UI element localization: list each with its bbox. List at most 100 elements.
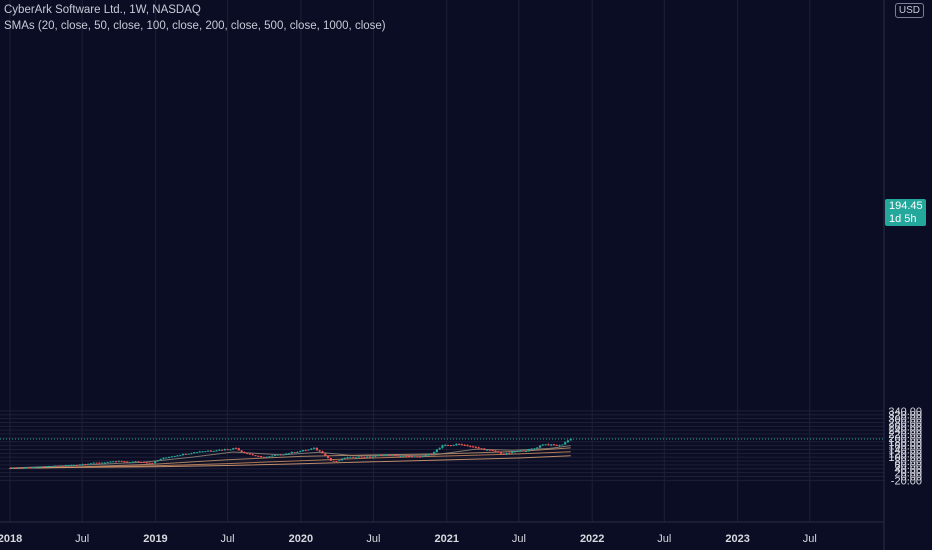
candle-body bbox=[318, 450, 321, 452]
candle-body bbox=[201, 451, 204, 453]
x-tick-label: 2019 bbox=[143, 533, 167, 545]
candle-body bbox=[42, 466, 45, 468]
candle-body bbox=[430, 453, 433, 455]
y-tick-label: 240.00 bbox=[888, 425, 922, 437]
candle-body bbox=[92, 462, 95, 464]
candle-body bbox=[285, 453, 288, 455]
candle-body bbox=[343, 457, 346, 459]
candle-body bbox=[363, 457, 366, 459]
candle-body bbox=[287, 453, 291, 455]
candle-body bbox=[354, 457, 358, 459]
candle-body bbox=[179, 455, 182, 457]
candle-body bbox=[382, 454, 385, 456]
candle-body bbox=[416, 456, 419, 458]
candle-body bbox=[561, 444, 564, 446]
candle-body bbox=[530, 448, 533, 450]
candle-body bbox=[237, 448, 240, 451]
candle-body bbox=[396, 455, 399, 457]
currency-button[interactable]: USD bbox=[894, 3, 924, 18]
candle-body bbox=[56, 465, 59, 467]
x-tick-label: 2018 bbox=[0, 533, 22, 545]
candle-body bbox=[452, 444, 455, 446]
candle-body bbox=[70, 464, 73, 466]
price-axis[interactable]: 340.00320.00300.00280.00260.00240.00220.… bbox=[883, 0, 922, 550]
candle-body bbox=[533, 448, 536, 450]
candle-body bbox=[87, 463, 90, 465]
candle-body bbox=[385, 454, 388, 456]
candle-body bbox=[248, 453, 252, 455]
candle-body bbox=[64, 465, 67, 467]
candle-body bbox=[477, 447, 480, 449]
candle-body bbox=[550, 444, 553, 446]
candle-body bbox=[181, 453, 185, 456]
y-tick-label: 200.00 bbox=[888, 433, 922, 445]
candle-body bbox=[28, 467, 31, 469]
candle-body bbox=[148, 462, 151, 464]
x-tick-label: Jul bbox=[657, 533, 671, 545]
last-price-tag: 194.45 1d 5h bbox=[885, 199, 926, 226]
candle-body bbox=[89, 463, 93, 465]
candle-body bbox=[95, 462, 98, 464]
candle-body bbox=[555, 445, 558, 447]
candle-body bbox=[480, 448, 483, 450]
y-tick-label: 0.00 bbox=[901, 472, 922, 484]
candle-body bbox=[469, 446, 472, 448]
candle-body bbox=[569, 438, 572, 441]
candle-body bbox=[34, 467, 37, 469]
candle-body bbox=[14, 467, 17, 469]
y-tick-label: 340.00 bbox=[888, 406, 922, 418]
candle-body bbox=[120, 460, 123, 462]
candle-body bbox=[460, 444, 464, 446]
candle-body bbox=[519, 450, 522, 452]
candle-body bbox=[494, 450, 497, 452]
candle-body bbox=[388, 454, 391, 456]
y-tick-label: 180.00 bbox=[888, 437, 922, 449]
candle-body bbox=[352, 456, 355, 458]
candle-body bbox=[117, 460, 120, 462]
candle-body bbox=[276, 454, 279, 456]
candle-body bbox=[167, 457, 171, 459]
candle-body bbox=[547, 444, 550, 446]
y-tick-label: 140.00 bbox=[888, 444, 922, 456]
candle-body bbox=[393, 455, 397, 457]
candle-body bbox=[254, 455, 257, 457]
candle-body bbox=[243, 452, 246, 454]
indicator-legend[interactable]: SMAs (20, close, 50, close, 100, close, … bbox=[4, 20, 386, 32]
candle-body bbox=[449, 445, 452, 447]
candle-body bbox=[73, 464, 76, 466]
candle-body bbox=[371, 456, 374, 458]
candle-body bbox=[444, 444, 447, 446]
candle-body bbox=[340, 458, 344, 461]
y-tick-label: 300.00 bbox=[888, 414, 922, 426]
y-tick-label: 260.00 bbox=[888, 421, 922, 433]
candle-body bbox=[246, 453, 249, 455]
candle-body bbox=[187, 453, 190, 455]
candle-body bbox=[558, 445, 561, 447]
y-tick-label: 160.00 bbox=[888, 441, 922, 453]
x-tick-label: 2023 bbox=[725, 533, 749, 545]
y-tick-label: 280.00 bbox=[888, 417, 922, 429]
candle-body bbox=[207, 450, 210, 452]
candle-body bbox=[84, 464, 87, 466]
x-tick-label: Jul bbox=[75, 533, 89, 545]
candle-body bbox=[159, 458, 162, 461]
candle-body bbox=[499, 452, 503, 454]
candle-body bbox=[402, 455, 405, 457]
candle-body bbox=[190, 453, 193, 455]
x-tick-label: 2020 bbox=[289, 533, 313, 545]
candle-body bbox=[399, 455, 402, 457]
candle-body bbox=[307, 449, 310, 451]
candle-body bbox=[505, 453, 508, 455]
candle-body bbox=[137, 461, 140, 463]
symbol-title[interactable]: CyberArk Software Ltd., 1W, NASDAQ bbox=[4, 4, 201, 16]
y-tick-label: 100.00 bbox=[888, 452, 922, 464]
time-axis[interactable]: 2018 Jul 2019 Jul 2020 Jul 2021 Jul 2022 Jul 2023 J… bbox=[0, 521, 884, 545]
candle-body bbox=[215, 450, 218, 452]
grid bbox=[0, 0, 884, 522]
y-tick-label: 40.00 bbox=[894, 464, 922, 476]
candle-body bbox=[332, 460, 335, 462]
candle-body bbox=[145, 462, 148, 464]
candle-body bbox=[368, 456, 372, 458]
candle-body bbox=[441, 445, 444, 448]
